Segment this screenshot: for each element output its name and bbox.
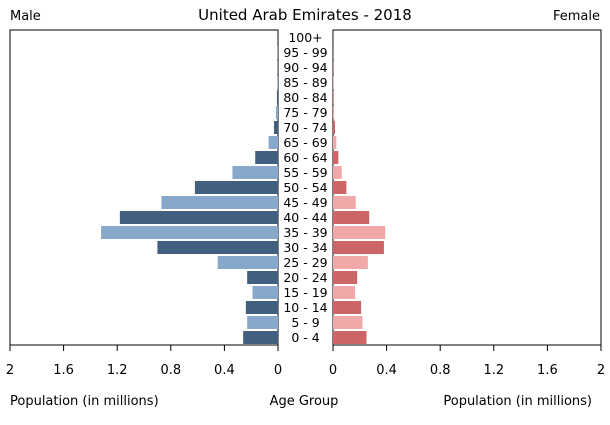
male-bar-65-69 <box>268 136 278 149</box>
female-plot-frame <box>332 29 602 346</box>
age-group-label: 50 - 54 <box>283 180 327 195</box>
right-tick-label: 1.2 <box>483 363 504 378</box>
right-axis-label: Population (in millions) <box>443 394 592 409</box>
female-bar-30-34 <box>333 241 384 254</box>
left-tick-label: 1.2 <box>107 363 128 378</box>
male-bars <box>101 31 279 344</box>
male-bar-40-44 <box>119 211 278 224</box>
right-axis-ticks: 0 0.4 0.8 1.2 1.6 2 <box>329 345 605 378</box>
age-group-label: 70 - 74 <box>283 120 327 135</box>
right-tick-label: 2 <box>597 363 605 378</box>
male-bar-55-59 <box>232 166 278 179</box>
female-bar-25-29 <box>333 256 368 269</box>
age-group-label: 30 - 34 <box>283 240 327 255</box>
female-bars <box>333 31 386 344</box>
right-tick-label: 1.6 <box>537 363 558 378</box>
left-tick-label: 2 <box>6 363 14 378</box>
male-bar-50-54 <box>194 181 278 194</box>
age-group-label: 20 - 24 <box>283 270 327 285</box>
male-bar-30-34 <box>157 241 278 254</box>
age-group-label: 95 - 99 <box>283 45 327 60</box>
male-bar-45-49 <box>161 196 278 209</box>
female-bar-80-84 <box>333 91 334 104</box>
female-bar-35-39 <box>333 226 386 239</box>
male-bar-20-24 <box>247 271 278 284</box>
male-bar-10-14 <box>245 301 278 314</box>
left-tick-label: 0.4 <box>214 363 235 378</box>
male-bar-35-39 <box>101 226 279 239</box>
female-label: Female <box>553 9 600 24</box>
male-bar-25-29 <box>217 256 278 269</box>
age-group-label: 90 - 94 <box>283 60 327 75</box>
left-tick-label: 0.8 <box>160 363 181 378</box>
age-group-label: 45 - 49 <box>283 195 327 210</box>
female-bar-40-44 <box>333 211 370 224</box>
male-bar-0-4 <box>243 331 278 344</box>
age-group-label: 10 - 14 <box>283 300 327 315</box>
age-group-label: 80 - 84 <box>283 90 327 105</box>
left-tick-label: 1.6 <box>53 363 74 378</box>
age-group-label: 25 - 29 <box>283 255 327 270</box>
chart-title: United Arab Emirates - 2018 <box>198 6 412 24</box>
age-group-label: 60 - 64 <box>283 150 327 165</box>
left-axis-ticks: 2 1.6 1.2 0.8 0.4 0 <box>6 345 282 378</box>
female-bar-60-64 <box>333 151 339 164</box>
age-group-label: 55 - 59 <box>283 165 327 180</box>
age-group-label: 65 - 69 <box>283 135 327 150</box>
age-group-label: 5 - 9 <box>291 315 319 330</box>
left-tick-label: 0 <box>274 363 282 378</box>
age-group-label: 85 - 89 <box>283 75 327 90</box>
male-bar-60-64 <box>255 151 278 164</box>
right-tick-label: 0 <box>329 363 337 378</box>
female-bar-20-24 <box>333 271 358 284</box>
male-bar-80-84 <box>276 91 278 104</box>
female-bar-50-54 <box>333 181 347 194</box>
right-tick-label: 0.4 <box>376 363 397 378</box>
female-bar-65-69 <box>333 136 337 149</box>
center-axis-label: Age Group <box>270 394 339 409</box>
right-tick-label: 0.8 <box>430 363 451 378</box>
female-bar-45-49 <box>333 196 356 209</box>
age-group-label: 15 - 19 <box>283 285 327 300</box>
male-bar-70-74 <box>273 121 278 134</box>
female-bar-5-9 <box>333 316 363 329</box>
male-bar-75-79 <box>275 106 278 119</box>
female-bar-0-4 <box>333 331 367 344</box>
male-bar-85-89 <box>277 76 278 89</box>
age-group-label: 0 - 4 <box>291 330 319 345</box>
age-group-label: 75 - 79 <box>283 105 327 120</box>
male-bar-15-19 <box>252 286 278 299</box>
female-bar-70-74 <box>333 121 336 134</box>
female-bar-55-59 <box>333 166 342 179</box>
male-label: Male <box>10 9 41 24</box>
male-bar-5-9 <box>247 316 278 329</box>
age-group-label: 40 - 44 <box>283 210 327 225</box>
female-bar-10-14 <box>333 301 362 314</box>
left-axis-label: Population (in millions) <box>10 394 159 409</box>
female-bar-75-79 <box>333 106 335 119</box>
age-group-label: 100+ <box>288 30 322 45</box>
female-bar-15-19 <box>333 286 356 299</box>
age-group-label: 35 - 39 <box>283 225 327 240</box>
